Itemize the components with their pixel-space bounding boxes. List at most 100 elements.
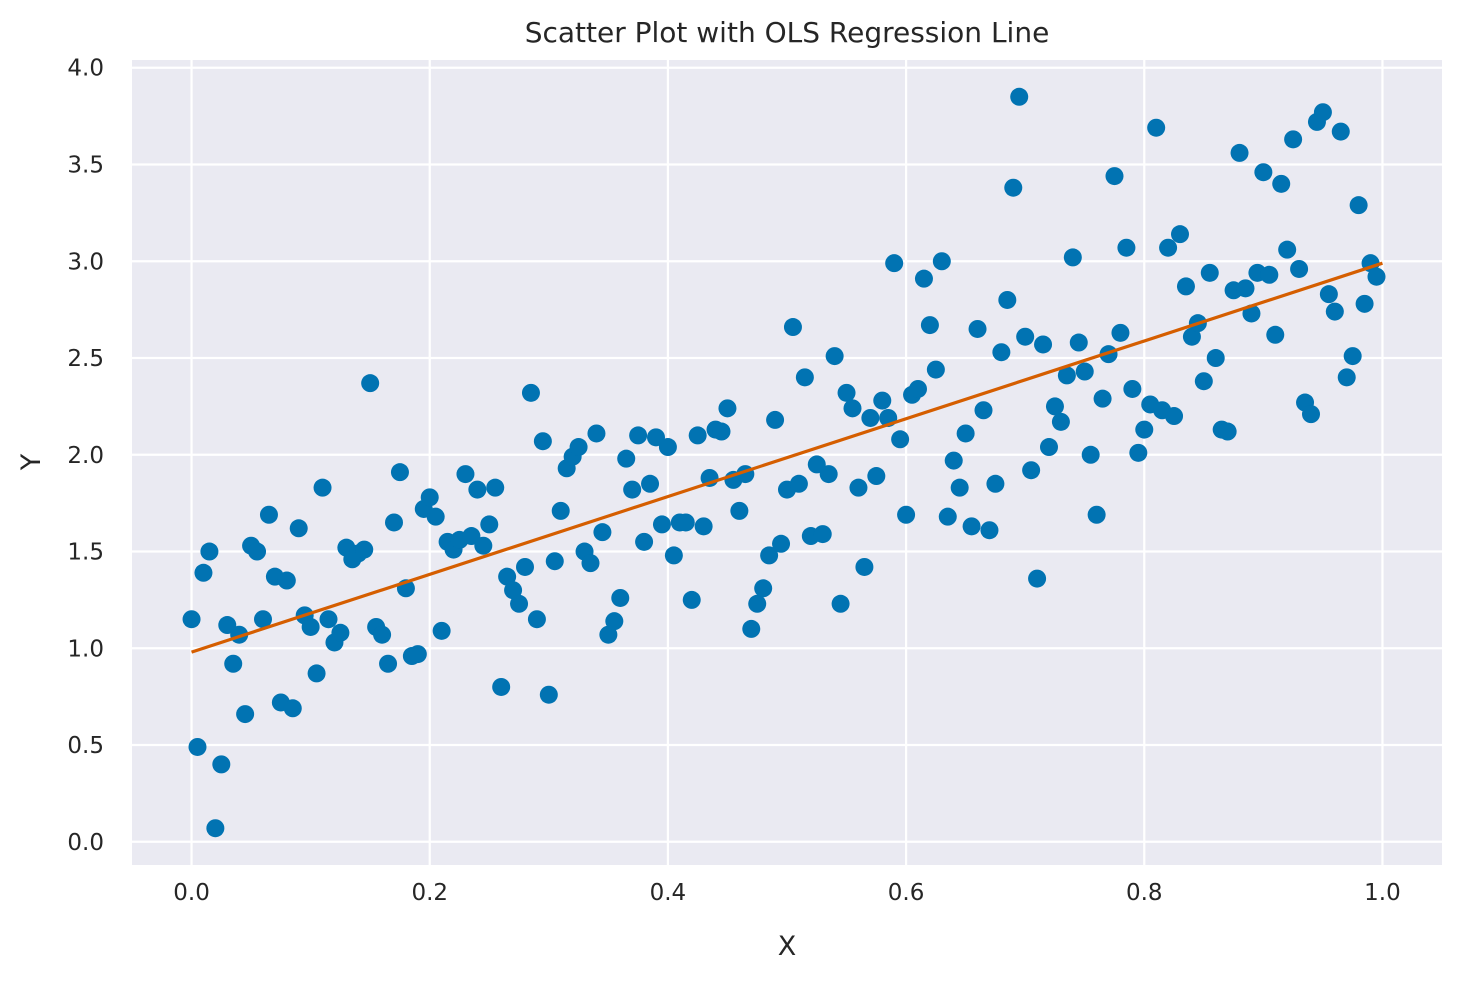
scatter-point bbox=[873, 391, 892, 410]
scatter-point bbox=[212, 755, 231, 774]
scatter-point bbox=[819, 465, 838, 484]
scatter-point bbox=[539, 685, 558, 704]
scatter-point bbox=[1230, 143, 1249, 162]
scatter-point bbox=[861, 408, 880, 427]
scatter-point bbox=[277, 571, 296, 590]
scatter-point bbox=[885, 254, 904, 273]
scatter-point bbox=[1254, 163, 1273, 182]
scatter-point bbox=[420, 488, 439, 507]
scatter-point bbox=[206, 819, 225, 838]
scatter-point bbox=[1034, 335, 1053, 354]
scatter-point bbox=[355, 540, 374, 559]
scatter-point bbox=[635, 532, 654, 551]
scatter-point bbox=[1319, 285, 1338, 304]
scatter-point bbox=[1171, 225, 1189, 244]
x-tick-label: 1.0 bbox=[1364, 880, 1401, 906]
scatter-point bbox=[218, 616, 237, 635]
scatter-point bbox=[545, 552, 564, 571]
scatter-point bbox=[1182, 327, 1201, 346]
scatter-point bbox=[462, 527, 481, 546]
scatter-point bbox=[379, 654, 398, 673]
scatter-point bbox=[385, 513, 403, 532]
scatter-point bbox=[914, 269, 933, 288]
scatter-point bbox=[962, 517, 981, 536]
scatter-point bbox=[426, 507, 445, 526]
y-tick-label: 2.5 bbox=[67, 346, 104, 372]
scatter-point bbox=[1069, 333, 1088, 352]
scatter-point bbox=[1105, 167, 1124, 186]
scatter-point bbox=[432, 621, 451, 640]
scatter-point bbox=[843, 399, 862, 418]
scatter-point bbox=[909, 379, 927, 398]
scatter-point bbox=[551, 501, 570, 520]
scatter-point bbox=[1010, 87, 1029, 106]
x-tick-label: 0.8 bbox=[1126, 880, 1163, 906]
scatter-point bbox=[1093, 389, 1112, 408]
scatter-point bbox=[527, 610, 546, 629]
scatter-point bbox=[1218, 422, 1237, 441]
scatter-point bbox=[1349, 196, 1368, 215]
scatter-point bbox=[658, 438, 677, 457]
scatter-point bbox=[254, 610, 272, 629]
scatter-point bbox=[682, 590, 701, 609]
scatter-point bbox=[783, 318, 802, 337]
scatter-point bbox=[1165, 407, 1184, 426]
x-gridlines bbox=[190, 60, 1384, 865]
scatter-point bbox=[623, 480, 642, 499]
scatter-point bbox=[533, 432, 552, 451]
scatter-point bbox=[1266, 325, 1285, 344]
y-tick-label: 0.0 bbox=[67, 830, 104, 856]
scatter-point bbox=[1063, 248, 1082, 267]
scatter-point bbox=[1028, 569, 1047, 588]
scatter-point bbox=[718, 399, 737, 418]
scatter-point bbox=[968, 319, 987, 338]
scatter-point bbox=[390, 463, 409, 482]
scatter-point bbox=[980, 521, 999, 540]
scatter-point bbox=[1159, 238, 1178, 257]
scatter-point bbox=[629, 426, 648, 445]
scatter-point bbox=[200, 542, 219, 561]
y-tick-label: 3.0 bbox=[67, 249, 104, 275]
scatter-point bbox=[617, 449, 636, 468]
scatter-point bbox=[795, 368, 814, 387]
scatter-point bbox=[516, 557, 534, 576]
scatter-point bbox=[1302, 405, 1320, 424]
scatter-point bbox=[182, 610, 201, 629]
scatter-point bbox=[837, 383, 856, 402]
scatter-point bbox=[1355, 294, 1374, 313]
scatter-point bbox=[361, 374, 380, 393]
scatter-point bbox=[1087, 505, 1106, 524]
scatter-point bbox=[1272, 174, 1291, 193]
scatter-point bbox=[694, 517, 713, 536]
scatter-point bbox=[1278, 240, 1297, 259]
scatter-point bbox=[1290, 259, 1309, 278]
scatter-point bbox=[599, 625, 618, 644]
scatter-point bbox=[611, 588, 630, 607]
y-tick-label: 3.5 bbox=[67, 152, 104, 178]
scatter-point bbox=[647, 428, 665, 447]
scatter-point bbox=[581, 554, 600, 573]
scatter-point bbox=[1236, 279, 1255, 298]
scatter-point bbox=[373, 625, 392, 644]
y-axis-label: Y bbox=[16, 453, 47, 471]
scatter-point bbox=[289, 519, 308, 538]
plot-area bbox=[132, 60, 1442, 865]
scatter-point bbox=[1016, 327, 1035, 346]
scatter-point bbox=[920, 316, 939, 335]
scatter-point bbox=[688, 426, 707, 445]
scatter-point bbox=[849, 478, 868, 497]
scatter-point bbox=[1004, 178, 1023, 197]
scatter-point bbox=[521, 383, 540, 402]
scatter-point bbox=[1367, 267, 1386, 286]
scatter-point bbox=[855, 557, 874, 576]
scatter-point bbox=[1200, 263, 1219, 282]
scatter-point bbox=[236, 705, 255, 724]
scatter-point bbox=[510, 594, 529, 613]
scatter-point bbox=[486, 478, 505, 497]
chart-title: Scatter Plot with OLS Regression Line bbox=[525, 16, 1050, 49]
x-tick-label: 0.0 bbox=[173, 880, 210, 906]
scatter-point bbox=[593, 523, 612, 542]
scatter-point bbox=[224, 654, 243, 673]
scatter-point bbox=[932, 252, 951, 271]
